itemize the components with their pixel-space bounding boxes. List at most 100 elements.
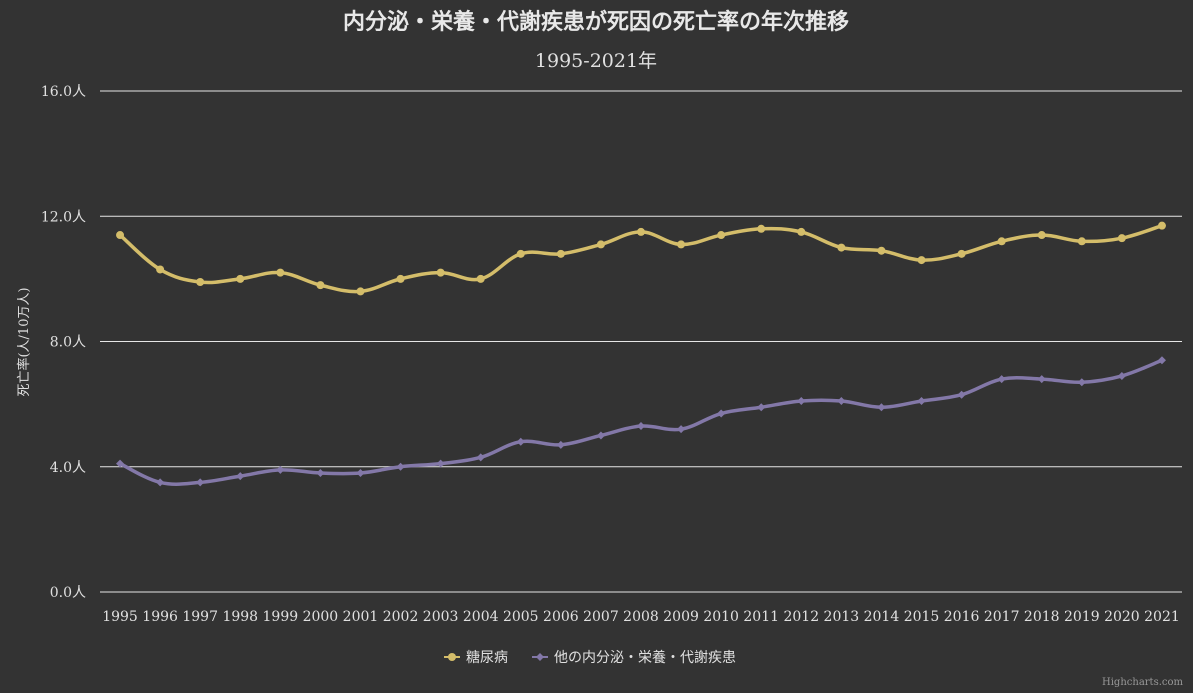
x-tick-label: 2004 — [463, 609, 499, 625]
data-point[interactable] — [356, 469, 365, 478]
series-2 — [116, 356, 1166, 487]
data-point[interactable] — [797, 396, 806, 405]
data-point[interactable] — [396, 462, 405, 471]
x-tick-label: 2009 — [663, 609, 699, 625]
x-tick-label: 2021 — [1144, 609, 1180, 625]
y-tick-label: 16.0人 — [41, 84, 86, 100]
data-point[interactable] — [476, 453, 485, 462]
data-point[interactable] — [997, 375, 1006, 384]
credits[interactable]: Highcharts.com — [1102, 677, 1183, 688]
legend-label: 糖尿病 — [466, 650, 508, 666]
data-point[interactable] — [1037, 375, 1046, 384]
data-point[interactable] — [156, 265, 165, 274]
data-point[interactable] — [156, 478, 165, 487]
data-point[interactable] — [236, 472, 245, 481]
data-point[interactable] — [1157, 356, 1166, 365]
chart-subtitle: 1995-2021年 — [535, 50, 657, 72]
data-point[interactable] — [116, 231, 125, 240]
data-point[interactable] — [1077, 237, 1086, 246]
chart-title: 内分泌・栄養・代謝疾患が死因の死亡率の年次推移 — [343, 9, 849, 35]
data-point[interactable] — [356, 287, 365, 296]
data-point[interactable] — [556, 249, 565, 258]
data-point[interactable] — [917, 256, 926, 265]
x-tick-label: 2001 — [343, 609, 379, 625]
data-point[interactable] — [957, 390, 966, 399]
data-point[interactable] — [957, 249, 966, 258]
data-point[interactable] — [236, 274, 245, 283]
data-point[interactable] — [877, 403, 886, 412]
data-point[interactable] — [837, 396, 846, 405]
x-tick-label: 2012 — [783, 609, 819, 625]
data-point[interactable] — [917, 396, 926, 405]
data-point[interactable] — [1037, 231, 1046, 240]
x-tick-label: 2010 — [703, 609, 739, 625]
data-point[interactable] — [516, 249, 525, 258]
data-point[interactable] — [757, 403, 766, 412]
data-point[interactable] — [556, 440, 565, 449]
x-tick-label: 2002 — [383, 609, 419, 625]
x-tick-label: 2005 — [503, 609, 539, 625]
data-point[interactable] — [717, 409, 726, 418]
legend-marker-symbol — [536, 653, 544, 661]
data-point[interactable] — [677, 240, 686, 249]
legend-item[interactable]: 糖尿病 — [444, 650, 508, 666]
data-point[interactable] — [276, 268, 285, 277]
x-tick-label: 1999 — [263, 609, 299, 625]
x-tick-label: 2016 — [944, 609, 980, 625]
y-tick-label: 0.0人 — [50, 585, 86, 601]
data-point[interactable] — [196, 478, 205, 487]
x-tick-label: 2020 — [1104, 609, 1140, 625]
x-tick-label: 2007 — [583, 609, 619, 625]
data-point[interactable] — [637, 227, 645, 236]
legend-item[interactable]: 他の内分泌・栄養・代謝疾患 — [532, 649, 736, 666]
data-point[interactable] — [1077, 378, 1086, 387]
x-tick-label: 1997 — [182, 609, 218, 625]
data-point[interactable] — [596, 240, 605, 249]
data-point[interactable] — [1157, 221, 1166, 230]
y-axis-ticks: 0.0人 4.0人 8.0人 12.0人 16.0人 — [41, 84, 86, 601]
legend-label: 他の内分泌・栄養・代謝疾患 — [554, 649, 736, 666]
data-point[interactable] — [436, 268, 445, 277]
data-point[interactable] — [476, 274, 485, 283]
data-point[interactable] — [436, 459, 445, 468]
data-point[interactable] — [997, 237, 1006, 246]
data-point[interactable] — [596, 431, 605, 440]
data-point[interactable] — [516, 437, 525, 446]
data-point[interactable] — [637, 422, 645, 431]
y-tick-label: 4.0人 — [50, 460, 86, 476]
x-tick-label: 1995 — [102, 609, 138, 625]
data-point[interactable] — [757, 224, 766, 233]
y-tick-label: 8.0人 — [50, 335, 86, 351]
legend: 糖尿病 他の内分泌・栄養・代謝疾患 — [444, 649, 736, 666]
data-point[interactable] — [677, 425, 686, 434]
data-point[interactable] — [116, 459, 125, 468]
x-tick-label: 2018 — [1024, 609, 1060, 625]
data-point[interactable] — [837, 243, 846, 252]
x-tick-label: 2000 — [303, 609, 339, 625]
y-axis-label: 死亡率(人/10万人) — [16, 287, 32, 396]
x-tick-label: 2003 — [423, 609, 459, 625]
x-axis-ticks: 1995 1996 1997 1998 1999 2000 2001 2002 2003 2004… — [102, 609, 1180, 625]
data-point[interactable] — [196, 278, 205, 287]
data-point[interactable] — [1117, 234, 1126, 243]
data-point[interactable] — [316, 469, 325, 478]
data-point[interactable] — [316, 281, 325, 290]
x-tick-label: 2006 — [543, 609, 579, 625]
x-tick-label: 1998 — [222, 609, 258, 625]
data-point[interactable] — [276, 465, 285, 474]
data-point[interactable] — [877, 246, 886, 255]
x-tick-label: 2017 — [984, 609, 1020, 625]
x-tick-label: 2014 — [864, 609, 900, 625]
y-tick-label: 12.0人 — [41, 209, 86, 225]
data-point[interactable] — [797, 227, 806, 236]
x-tick-label: 2015 — [904, 609, 940, 625]
legend-marker-symbol — [448, 653, 456, 661]
x-tick-label: 2008 — [623, 609, 659, 625]
x-tick-label: 1996 — [142, 609, 178, 625]
data-point[interactable] — [396, 274, 405, 283]
x-tick-label: 2019 — [1064, 609, 1100, 625]
data-point[interactable] — [1117, 371, 1126, 380]
data-point[interactable] — [717, 231, 726, 240]
